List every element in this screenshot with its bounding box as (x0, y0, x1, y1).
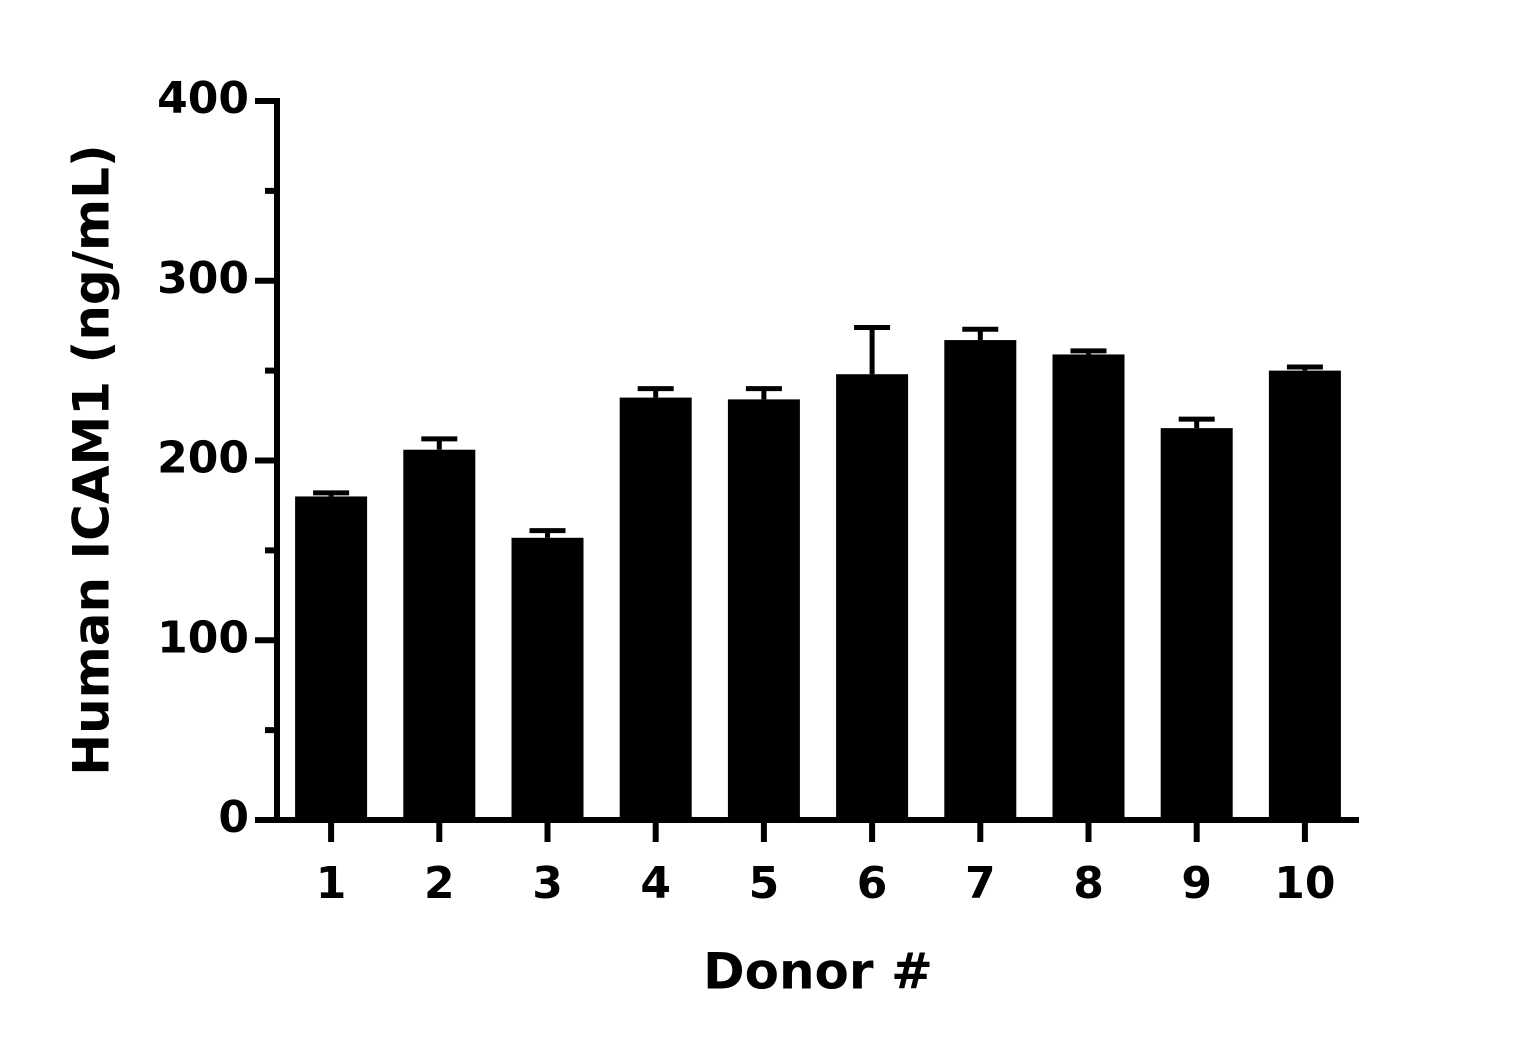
bar (1052, 354, 1125, 820)
bar (727, 399, 800, 820)
x-tick-label: 8 (1073, 858, 1104, 909)
x-tick-label: 10 (1274, 858, 1335, 909)
bar (403, 449, 476, 820)
x-tick-label: 1 (316, 858, 347, 909)
y-tick-label: 100 (157, 612, 249, 663)
x-tick-label: 7 (965, 858, 996, 909)
bar (1160, 428, 1233, 820)
y-tick-label: 0 (218, 792, 249, 843)
bar (295, 496, 368, 820)
x-tick-label: 9 (1181, 858, 1212, 909)
x-tick-label: 5 (749, 858, 780, 909)
bar (944, 340, 1017, 820)
y-axis-title: Human ICAM1 (ng/mL) (63, 144, 121, 776)
bar (836, 374, 909, 820)
bar (619, 397, 692, 820)
y-tick-label: 400 (157, 73, 249, 124)
x-tick-label: 4 (640, 858, 671, 909)
y-tick-label: 200 (157, 433, 249, 484)
x-tick-label: 3 (532, 858, 563, 909)
x-tick-label: 2 (424, 858, 455, 909)
y-tick-label: 300 (157, 253, 249, 304)
x-axis-title: Donor # (703, 943, 933, 1001)
bar (1268, 370, 1341, 820)
x-tick-label: 6 (857, 858, 888, 909)
bar (511, 537, 584, 820)
